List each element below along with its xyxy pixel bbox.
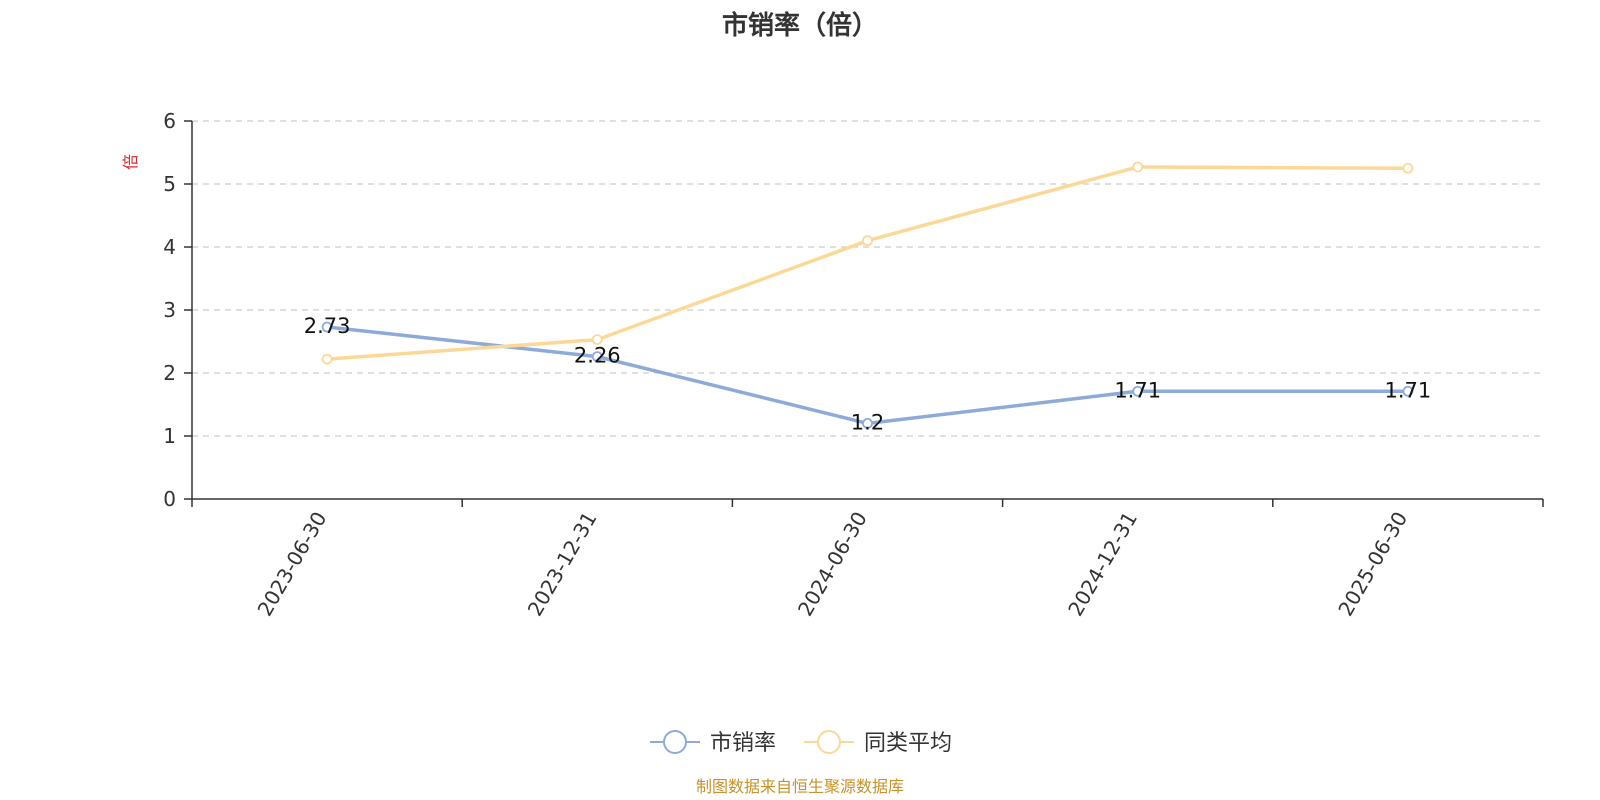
x-tick-label: 2025-06-30 bbox=[1333, 508, 1412, 621]
legend-marker-icon bbox=[663, 730, 687, 754]
x-tick-label: 2024-06-30 bbox=[793, 508, 872, 621]
data-label: 2.73 bbox=[304, 314, 351, 338]
y-tick-label: 1 bbox=[163, 424, 176, 448]
x-tick-label: 2023-12-31 bbox=[523, 508, 602, 621]
data-label: 1.71 bbox=[1385, 378, 1432, 402]
legend-marker-icon bbox=[817, 730, 841, 754]
series-1-point bbox=[321, 321, 333, 333]
data-label: 2.26 bbox=[574, 344, 621, 368]
y-tick-label: 2 bbox=[163, 361, 176, 385]
x-tick-label: 2024-12-31 bbox=[1063, 508, 1142, 621]
data-label: 1.71 bbox=[1114, 378, 1161, 402]
y-tick-label: 6 bbox=[163, 109, 176, 133]
y-tick-label: 4 bbox=[163, 235, 176, 259]
data-labels: 2.73 2.26 1.2 1.71 1.71 bbox=[304, 314, 1432, 434]
series-2-point bbox=[1402, 162, 1414, 174]
series-2-point bbox=[321, 353, 333, 365]
series-line-1 bbox=[326, 325, 1408, 426]
series-2-point bbox=[1132, 161, 1144, 173]
series-2-point bbox=[591, 334, 603, 346]
series-layer bbox=[321, 161, 1414, 429]
grid-lines bbox=[192, 120, 1543, 437]
axes: 0 1 2 3 4 5 6 2023-06-30 2023-12-31 2024-06-30 202… bbox=[163, 109, 1544, 621]
legend-item-1[interactable]: 市销率 bbox=[650, 730, 776, 756]
series-1-point bbox=[1132, 385, 1144, 397]
series-line-2 bbox=[326, 165, 1408, 361]
legend-label: 同类平均 bbox=[864, 731, 952, 756]
y-tick-label: 3 bbox=[163, 298, 176, 322]
y-axis-unit-label: 倍 bbox=[121, 154, 140, 170]
data-source-note: 制图数据来自恒生聚源数据库 bbox=[696, 777, 904, 796]
series-1-point bbox=[1402, 385, 1414, 397]
chart-title: 市销率（倍） bbox=[722, 10, 878, 41]
y-tick-label: 5 bbox=[163, 172, 176, 196]
legend[interactable]: 市销率 同类平均 bbox=[650, 730, 952, 756]
series-2-point bbox=[862, 235, 873, 247]
legend-item-2[interactable]: 同类平均 bbox=[804, 730, 952, 756]
y-tick-label: 0 bbox=[163, 487, 176, 511]
legend-label: 市销率 bbox=[710, 731, 776, 756]
series-1-point bbox=[862, 417, 873, 429]
data-label: 1.2 bbox=[851, 410, 884, 434]
x-tick-label: 2023-06-30 bbox=[253, 508, 332, 621]
series-1-point bbox=[591, 351, 603, 363]
